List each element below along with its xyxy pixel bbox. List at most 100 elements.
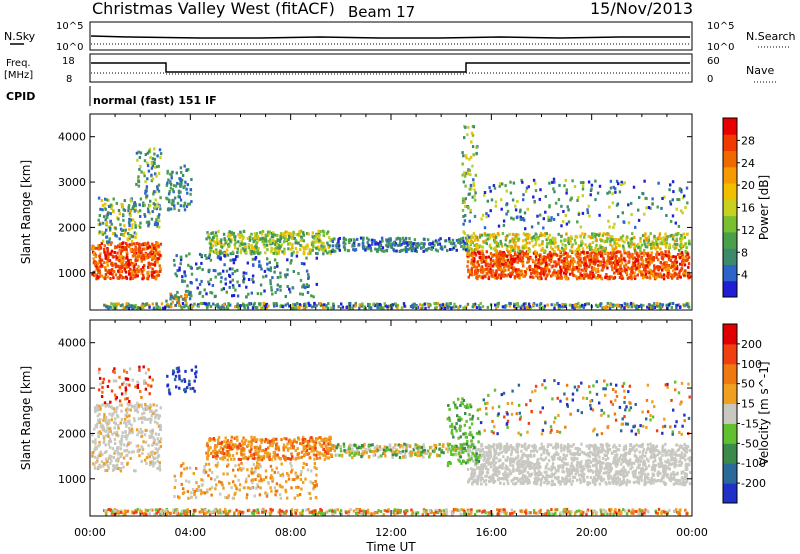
velocity-cell-577 <box>243 440 247 444</box>
power-cell-2144 <box>683 259 686 263</box>
power-cell-1447 <box>427 246 430 250</box>
power-cell-2461 <box>540 255 543 259</box>
velocity-cell-585 <box>238 446 241 450</box>
power-cell-3495 <box>515 216 519 220</box>
power-cell-4225 <box>541 305 544 309</box>
power-cell-973 <box>328 236 331 240</box>
velocity-cell-78 <box>130 423 133 427</box>
power-cell-94 <box>104 268 107 272</box>
power-cell-615 <box>137 179 140 183</box>
velocity-cell-96 <box>149 403 152 407</box>
velocity-cell-128 <box>91 433 94 437</box>
power-cell-4149 <box>266 304 270 308</box>
power-cell-347 <box>140 259 143 263</box>
power-cell-2690 <box>610 264 614 268</box>
power-cell-2427 <box>597 274 600 277</box>
power-cell-3243 <box>583 232 587 236</box>
power-cell-3736 <box>505 304 508 307</box>
power-cell-2675 <box>496 266 500 270</box>
velocity-cell-287 <box>120 417 124 421</box>
power-cell-3206 <box>600 245 603 249</box>
colorbar-segment-9 <box>723 134 737 152</box>
velocity-cell-55 <box>112 421 116 424</box>
power-cell-3483 <box>522 193 525 197</box>
power-cell-2534 <box>625 269 628 273</box>
power-cell-217 <box>140 271 144 275</box>
power-cell-3007 <box>659 237 663 241</box>
power-cell-4188 <box>242 304 246 308</box>
velocity-cell-277 <box>154 420 157 424</box>
velocity-cell-122 <box>99 450 102 454</box>
power-cell-3001 <box>603 249 606 253</box>
velocity-cell-310 <box>122 443 126 447</box>
power-cell-1464 <box>374 247 377 251</box>
power-cell-468 <box>112 210 115 214</box>
power-cell-2260 <box>559 270 563 274</box>
power-cell-3704 <box>284 303 287 307</box>
velocity-cell-509 <box>168 391 171 395</box>
velocity-cell-384 <box>117 423 120 427</box>
power-cell-2720 <box>667 264 670 268</box>
power-cell-1551 <box>412 247 415 251</box>
power-cell-4143 <box>609 302 612 306</box>
power-cell-3637 <box>184 293 187 297</box>
velocity-cell-474 <box>150 384 153 388</box>
power-cell-3663 <box>175 297 178 301</box>
power-cell-3222 <box>621 244 625 248</box>
power-cell-644 <box>147 149 151 153</box>
power-cell-3471 <box>544 195 547 198</box>
power-cell-3958 <box>119 304 123 308</box>
power-cell-1011 <box>315 246 318 250</box>
power-cell-1654 <box>623 264 626 268</box>
nsky-tick-bottom: 10^0 <box>56 42 83 53</box>
velocity-cell-549 <box>224 436 227 440</box>
power-cell-2017 <box>502 263 505 267</box>
power-cell-200 <box>120 254 123 258</box>
power-cell-4008 <box>543 304 547 308</box>
power-cell-2186 <box>540 267 543 271</box>
power-cell-698 <box>189 192 192 196</box>
power-cell-4218 <box>668 303 671 307</box>
power-cell-450 <box>101 208 104 212</box>
power-cell-723 <box>177 189 181 193</box>
power-cell-530 <box>120 202 123 206</box>
power-cell-1510 <box>335 246 338 250</box>
velocity-cell-172 <box>125 421 128 425</box>
power-cell-2652 <box>606 277 610 281</box>
power-cell-432 <box>119 223 122 227</box>
velocity-cell-369 <box>108 445 112 449</box>
power-cell-3172 <box>469 243 472 247</box>
power-cell-302 <box>134 274 138 277</box>
velocity-cell-533 <box>282 448 285 452</box>
velocity-cell-321 <box>141 416 144 420</box>
power-cell-2713 <box>480 266 483 270</box>
power-cell-1209 <box>305 256 308 260</box>
power-cell-495 <box>115 234 118 238</box>
velocity-cell-278 <box>114 465 117 469</box>
power-cell-2931 <box>643 242 646 246</box>
power-cell-77 <box>155 258 158 262</box>
power-cell-1060 <box>231 233 234 236</box>
power-cell-157 <box>149 245 153 249</box>
power-cell-1582 <box>368 244 371 248</box>
power-cell-1426 <box>439 237 442 241</box>
velocity-cell-294 <box>141 446 144 450</box>
power-cell-2870 <box>618 238 621 242</box>
power-cell-54 <box>104 266 107 269</box>
power-cell-1474 <box>457 241 460 244</box>
power-cell-3293 <box>647 235 650 239</box>
power-cell-2538 <box>533 260 536 264</box>
power-cell-476 <box>103 231 107 235</box>
power-cell-322 <box>135 267 138 271</box>
power-cell-2512 <box>679 256 682 260</box>
power-cell-2894 <box>659 247 662 251</box>
power-cell-444 <box>110 222 113 226</box>
velocity-cell-375 <box>106 423 109 427</box>
power-cell-4194 <box>635 306 638 310</box>
power-cell-2239 <box>513 260 516 264</box>
power-cell-961 <box>309 248 312 252</box>
power-cell-3089 <box>643 235 647 239</box>
power-cell-2673 <box>492 253 496 257</box>
power-cell-2313 <box>655 253 658 256</box>
power-cell-4099 <box>185 304 188 308</box>
